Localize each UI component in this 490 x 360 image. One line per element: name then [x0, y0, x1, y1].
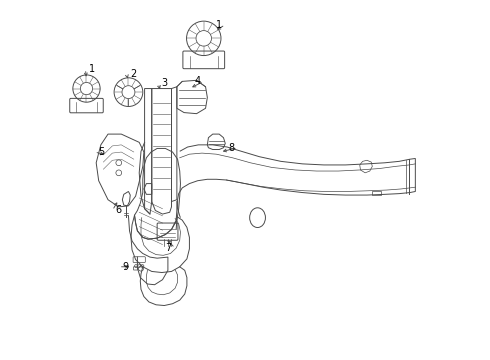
Text: 4: 4 — [194, 76, 200, 86]
Text: 8: 8 — [228, 143, 234, 153]
Text: 1: 1 — [89, 64, 95, 74]
Text: 9: 9 — [122, 262, 128, 272]
Text: 6: 6 — [116, 206, 122, 216]
Text: 2: 2 — [130, 69, 136, 79]
Text: 5: 5 — [98, 147, 104, 157]
Text: 7: 7 — [166, 243, 171, 253]
Text: 3: 3 — [162, 78, 168, 88]
Text: 1: 1 — [216, 20, 222, 30]
